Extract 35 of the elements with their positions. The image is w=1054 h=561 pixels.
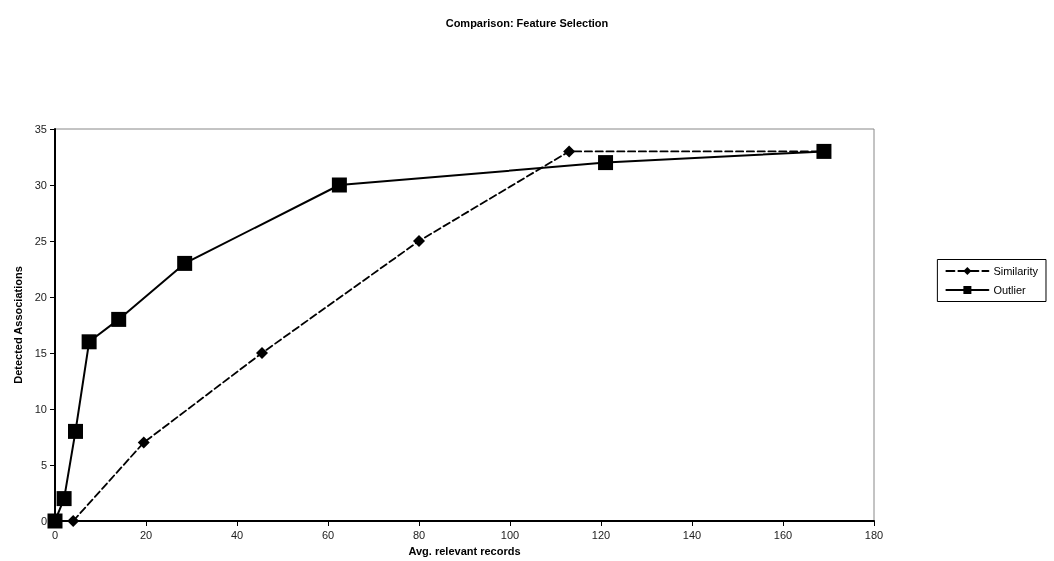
point [81, 334, 97, 350]
y-tick-label: 15 [34, 347, 47, 359]
legend-label: Similarity [993, 265, 1039, 277]
point [598, 155, 614, 171]
point [111, 311, 127, 327]
x-tick-label: 0 [51, 528, 59, 541]
point [47, 513, 63, 529]
x-tick-label: 40 [230, 528, 244, 541]
point [256, 347, 269, 359]
y-tick-label: 35 [34, 123, 47, 135]
chart-title: Comparison: Feature Selection [445, 16, 609, 29]
y-tick-label: 25 [34, 235, 47, 247]
y-axis-title: Detected Associations [12, 266, 25, 384]
x-tick-label: 20 [139, 528, 153, 541]
point [413, 235, 425, 247]
x-tick-label: 100 [500, 528, 520, 541]
x-tick-label: 160 [773, 528, 793, 541]
point [137, 436, 150, 449]
y-tick-label: 5 [40, 459, 47, 471]
y-tick-label: 20 [34, 291, 47, 303]
y-tick-label: 0 [40, 515, 47, 527]
x-tick-label: 60 [321, 528, 335, 541]
x-axis-title: Avg. relevant records [408, 544, 521, 557]
point [563, 145, 576, 158]
y-tick-label: 30 [34, 179, 47, 191]
legend-label: Outlier [993, 284, 1027, 296]
point [56, 491, 72, 507]
x-tick-label: 140 [682, 528, 702, 541]
x-tick-label: 120 [591, 528, 611, 541]
y-tick-label: 10 [34, 403, 47, 415]
x-tick-label: 80 [412, 528, 426, 541]
point [331, 177, 347, 193]
point [177, 255, 193, 271]
point [67, 423, 83, 439]
x-tick-label: 180 [864, 528, 884, 541]
